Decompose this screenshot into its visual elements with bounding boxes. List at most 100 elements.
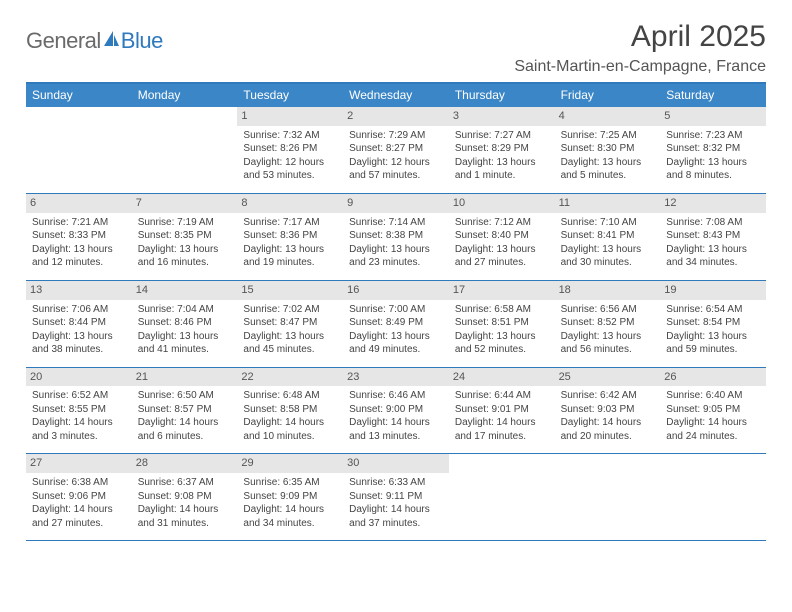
sunrise-text: Sunrise: 6:44 AM [455, 389, 549, 403]
calendar-week: 6 Sunrise: 7:21 AMSunset: 8:33 PM Daylight… [26, 194, 766, 281]
day-number: 7 [132, 194, 238, 213]
sunset-text: Sunset: 9:08 PM [138, 490, 232, 504]
sunrise-text: Sunrise: 7:10 AM [561, 216, 655, 230]
sunrise-text: Sunrise: 7:19 AM [138, 216, 232, 230]
sunset-text: Sunset: 8:35 PM [138, 229, 232, 243]
calendar-cell: 8Sunrise: 7:17 AMSunset: 8:36 PMDaylight… [237, 194, 343, 280]
calendar-cell: 29Sunrise: 6:35 AMSunset: 9:09 PMDayligh… [237, 454, 343, 540]
daylight-text: Daylight: 13 hours and 8 minutes. [666, 156, 760, 183]
sunset-text: Sunset: 8:57 PM [138, 403, 232, 417]
page-title: April 2025 [514, 20, 766, 54]
sunset-text: Sunset: 8:52 PM [561, 316, 655, 330]
day-number: 19 [660, 281, 766, 300]
day-number: 18 [555, 281, 661, 300]
daylight-text: Daylight: 14 hours and 13 minutes. [349, 416, 443, 443]
calendar-week: 1Sunrise: 7:32 AMSunset: 8:26 PMDaylight… [26, 107, 766, 194]
sunrise-text: Sunrise: 7:29 AM [349, 129, 443, 143]
calendar-cell-empty [26, 107, 132, 193]
daylight-text: Daylight: 13 hours and 16 minutes. [138, 243, 232, 270]
calendar-cell: 26Sunrise: 6:40 AMSunset: 9:05 PMDayligh… [660, 368, 766, 454]
day-number: 20 [26, 368, 132, 387]
sunrise-text: Sunrise: 6:38 AM [32, 476, 126, 490]
day-number: 5 [660, 107, 766, 126]
daylight-text: Daylight: 14 hours and 37 minutes. [349, 503, 443, 530]
sunrise-text: Sunrise: 7:02 AM [243, 303, 337, 317]
calendar-cell: 22Sunrise: 6:48 AMSunset: 8:58 PMDayligh… [237, 368, 343, 454]
sunset-text: Sunset: 8:49 PM [349, 316, 443, 330]
day-number: 13 [26, 281, 132, 300]
calendar-cell: 11 Sunrise: 7:10 AMSunset: 8:41 PMDayligh… [555, 194, 661, 280]
sunrise-text: Sunrise: 6:40 AM [666, 389, 760, 403]
calendar-cell: 6Sunrise: 7:21 AMSunset: 8:33 PMDaylight… [26, 194, 132, 280]
day-number: 6 [26, 194, 132, 213]
calendar-cell-empty [132, 107, 238, 193]
sunrise-text: Sunrise: 7:17 AM [243, 216, 337, 230]
sunrise-text: Sunrise: 6:35 AM [243, 476, 337, 490]
day-number: 2 [343, 107, 449, 126]
calendar-week: 13Sunrise: 7:06 AMSunset: 8:44 PMDayligh… [26, 281, 766, 368]
day-number: 12 [660, 194, 766, 213]
daylight-text: Daylight: 14 hours and 3 minutes. [32, 416, 126, 443]
day-number: 27 [26, 454, 132, 473]
weekday-label: Monday [132, 84, 238, 107]
weekday-header: SundayMondayTuesdayWednesdayThursdayFrid… [26, 84, 766, 107]
sunset-text: Sunset: 8:41 PM [561, 229, 655, 243]
header: General Blue April 2025 Saint-Martin-en-… [26, 20, 766, 76]
daylight-text: Daylight: 13 hours and 30 minutes. [561, 243, 655, 270]
sunset-text: Sunset: 8:29 PM [455, 142, 549, 156]
sunset-text: Sunset: 8:55 PM [32, 403, 126, 417]
brand-general: General [26, 28, 101, 54]
calendar-cell: 24Sunrise: 6:44 AMSunset: 9:01 PMDayligh… [449, 368, 555, 454]
calendar-cell: 18Sunrise: 6:56 AMSunset: 8:52 PMDayligh… [555, 281, 661, 367]
day-number: 8 [237, 194, 343, 213]
brand-blue: Blue [121, 28, 163, 54]
sunrise-text: Sunrise: 6:33 AM [349, 476, 443, 490]
sunset-text: Sunset: 8:33 PM [32, 229, 126, 243]
sunrise-text: Sunrise: 6:58 AM [455, 303, 549, 317]
daylight-text: Daylight: 14 hours and 6 minutes. [138, 416, 232, 443]
weekday-label: Wednesday [343, 84, 449, 107]
sunset-text: Sunset: 8:26 PM [243, 142, 337, 156]
calendar-cell: 30Sunrise: 6:33 AMSunset: 9:11 PMDayligh… [343, 454, 449, 540]
weekday-label: Tuesday [237, 84, 343, 107]
sunrise-text: Sunrise: 6:50 AM [138, 389, 232, 403]
title-block: April 2025 Saint-Martin-en-Campagne, Fra… [514, 20, 766, 76]
calendar-cell: 20 Sunrise: 6:52 AMSunset: 8:55 PMDayligh… [26, 368, 132, 454]
sunset-text: Sunset: 8:47 PM [243, 316, 337, 330]
calendar-cell: 1Sunrise: 7:32 AMSunset: 8:26 PMDaylight… [237, 107, 343, 193]
sunset-text: Sunset: 8:51 PM [455, 316, 549, 330]
calendar-cell: 14Sunrise: 7:04 AMSunset: 8:46 PMDayligh… [132, 281, 238, 367]
sunrise-text: Sunrise: 6:54 AM [666, 303, 760, 317]
sunrise-text: Sunrise: 6:52 AM [32, 389, 126, 403]
day-number: 4 [555, 107, 661, 126]
sunrise-text: Sunrise: 6:42 AM [561, 389, 655, 403]
location-subtitle: Saint-Martin-en-Campagne, France [514, 58, 766, 76]
sunset-text: Sunset: 9:03 PM [561, 403, 655, 417]
sunrise-text: Sunrise: 6:37 AM [138, 476, 232, 490]
day-number: 3 [449, 107, 555, 126]
calendar-week: 27Sunrise: 6:38 AMSunset: 9:06 PMDayligh… [26, 454, 766, 541]
day-number: 1 [237, 107, 343, 126]
calendar-cell: 12Sunrise: 7:08 AMSunset: 8:43 PMDayligh… [660, 194, 766, 280]
day-number: 11 [555, 194, 661, 213]
day-number: 30 [343, 454, 449, 473]
calendar-cell: 25Sunrise: 6:42 AMSunset: 9:03 PMDayligh… [555, 368, 661, 454]
day-number: 14 [132, 281, 238, 300]
daylight-text: Daylight: 14 hours and 34 minutes. [243, 503, 337, 530]
sunrise-text: Sunrise: 7:00 AM [349, 303, 443, 317]
calendar-cell: 17Sunrise: 6:58 AMSunset: 8:51 PMDayligh… [449, 281, 555, 367]
daylight-text: Daylight: 14 hours and 27 minutes. [32, 503, 126, 530]
sunrise-text: Sunrise: 6:48 AM [243, 389, 337, 403]
calendar-cell: 10Sunrise: 7:12 AMSunset: 8:40 PMDayligh… [449, 194, 555, 280]
sunset-text: Sunset: 8:43 PM [666, 229, 760, 243]
daylight-text: Daylight: 13 hours and 45 minutes. [243, 330, 337, 357]
daylight-text: Daylight: 12 hours and 53 minutes. [243, 156, 337, 183]
daylight-text: Daylight: 13 hours and 52 minutes. [455, 330, 549, 357]
day-number: 22 [237, 368, 343, 387]
daylight-text: Daylight: 14 hours and 31 minutes. [138, 503, 232, 530]
sunrise-text: Sunrise: 7:21 AM [32, 216, 126, 230]
daylight-text: Daylight: 13 hours and 34 minutes. [666, 243, 760, 270]
daylight-text: Daylight: 14 hours and 17 minutes. [455, 416, 549, 443]
sunset-text: Sunset: 8:54 PM [666, 316, 760, 330]
sunrise-text: Sunrise: 7:12 AM [455, 216, 549, 230]
